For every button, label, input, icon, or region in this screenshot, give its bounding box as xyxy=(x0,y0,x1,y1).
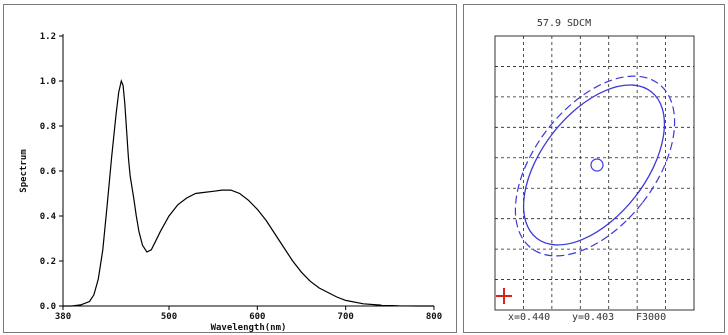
y-tick-label: 1.0 xyxy=(40,77,56,87)
x-tick-label: 500 xyxy=(161,312,177,322)
spectrum-series-line xyxy=(63,78,434,307)
y-tick-label: 1.2 xyxy=(40,32,56,42)
readout-x: x=0.440 xyxy=(508,312,550,323)
sdcm-chart-panel: 57.9 SDCM x=0.440 y=0.403 F3000 xyxy=(463,4,725,333)
x-tick-label: 380 xyxy=(55,312,71,322)
y-tick-label: 0.8 xyxy=(40,122,56,132)
sdcm-ellipse-outer xyxy=(514,75,676,257)
y-tick-label: 0.0 xyxy=(40,302,56,312)
chromaticity-point xyxy=(590,158,604,172)
sdcm-title: 57.9 SDCM xyxy=(537,18,591,29)
readout-cct: F3000 xyxy=(636,312,666,323)
x-tick-label: 700 xyxy=(338,312,354,322)
readout-y: y=0.403 xyxy=(572,312,614,323)
y-tick-label: 0.2 xyxy=(40,257,56,267)
y-axis-title: Spectrum xyxy=(19,149,29,193)
sdcm-ellipse-inner xyxy=(522,84,666,246)
y-tick-label: 0.4 xyxy=(40,212,57,222)
spectrum-chart-panel: 380 500 600 700 800 0.0 0.2 0.4 0.6 0.8 1.0 1.2 Wav… xyxy=(3,4,457,333)
x-tick-label: 800 xyxy=(426,312,442,322)
sdcm-chart: 57.9 SDCM x=0.440 y=0.403 F3000 xyxy=(494,18,695,323)
plot-frame xyxy=(494,35,695,311)
x-tick-label: 600 xyxy=(249,312,265,322)
red-cross-marker xyxy=(496,288,512,304)
x-axis-title: Wavelength(nm) xyxy=(211,323,287,332)
y-tick-label: 0.6 xyxy=(40,167,56,177)
spectrum-chart: 380 500 600 700 800 0.0 0.2 0.4 0.6 0.8 1.0 1.2 Wav… xyxy=(19,32,442,332)
